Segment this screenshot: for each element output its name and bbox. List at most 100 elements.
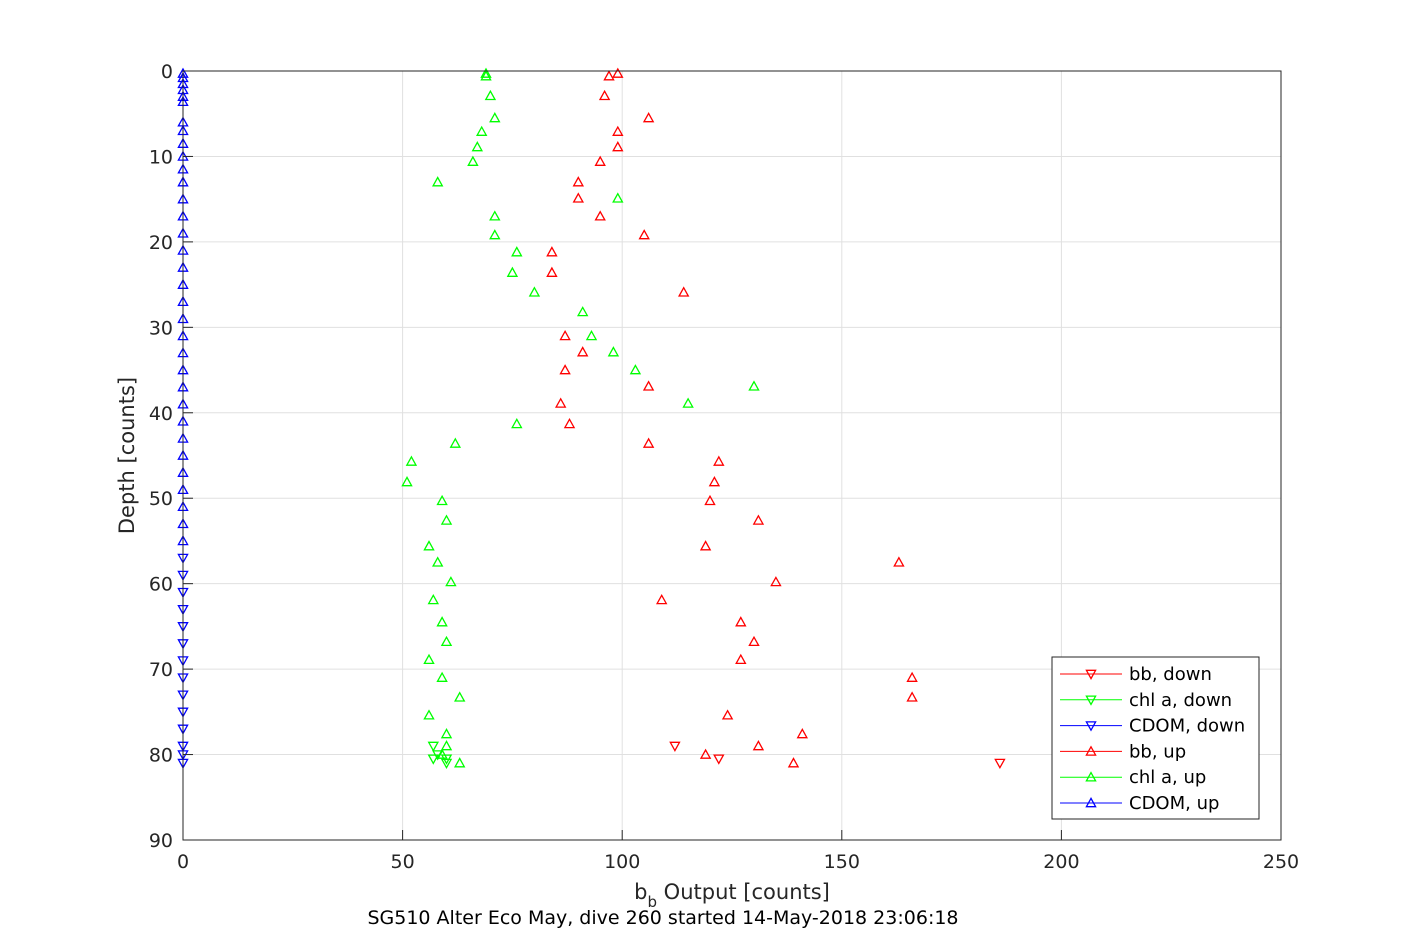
data-point: [594, 155, 606, 166]
y-tick-label: 10: [149, 146, 173, 168]
data-point: [906, 671, 918, 682]
y-tick-label: 30: [149, 317, 173, 339]
data-point: [546, 266, 558, 277]
data-point: [431, 556, 444, 567]
data-point: [893, 556, 905, 567]
data-point: [735, 616, 747, 627]
data-point: [642, 112, 655, 123]
data-point: [440, 728, 453, 739]
data-point: [677, 286, 690, 297]
x-tick-label: 50: [391, 851, 415, 873]
data-point: [506, 266, 519, 277]
legend-marker: [1085, 721, 1097, 732]
data-point: [440, 740, 453, 751]
data-point: [436, 616, 448, 627]
x-tick-label: 150: [824, 851, 860, 873]
data-point: [440, 635, 453, 647]
data-point: [449, 437, 462, 448]
legend-box: [1051, 656, 1260, 820]
data-point: [467, 155, 479, 166]
data-point: [431, 176, 444, 187]
data-point: [787, 757, 800, 768]
data-point: [576, 346, 589, 357]
data-point: [436, 748, 448, 759]
data-point: [445, 576, 457, 587]
data-point: [484, 89, 497, 101]
x-tick-label: 200: [1043, 851, 1079, 873]
x-tick-label: 250: [1263, 851, 1299, 873]
data-point: [752, 514, 765, 525]
data-point: [748, 635, 760, 647]
data-point: [401, 476, 413, 487]
data-point: [770, 576, 782, 587]
data-markers: [177, 67, 1006, 770]
data-point: [471, 141, 484, 152]
data-point: [489, 229, 501, 240]
data-point: [489, 112, 501, 123]
data-point: [546, 246, 558, 257]
y-tick-label: 20: [149, 232, 173, 254]
x-axis-label: bb Output [counts]: [634, 880, 830, 911]
data-point: [475, 125, 488, 136]
y-tick-label: 60: [149, 574, 173, 596]
data-point: [699, 748, 712, 759]
data-point: [423, 709, 435, 720]
data-point: [427, 593, 440, 605]
data-point: [572, 192, 585, 203]
series-3: [546, 67, 918, 768]
axis-ticks: 0 50 100 150 200 250 0 10 20 30 40 50 60 70 80 90: [149, 61, 1299, 873]
data-point: [669, 741, 681, 752]
data-point: [655, 593, 668, 605]
data-point: [752, 740, 765, 751]
y-tick-label: 70: [149, 659, 173, 681]
data-point: [453, 691, 466, 702]
data-point: [585, 329, 598, 341]
legend-entry: chl a, down: [1060, 690, 1232, 711]
legend-marker: [1085, 797, 1097, 808]
data-point: [704, 494, 716, 506]
data-point: [612, 192, 624, 203]
data-point: [440, 758, 453, 770]
data-point: [563, 417, 576, 429]
legend-label: bb, down: [1129, 664, 1212, 685]
legend-marker: [1085, 669, 1097, 680]
legend: bb, down chl a, down CDOM, down bb, up chl a…: [1051, 656, 1260, 820]
data-point: [427, 741, 440, 752]
data-point: [796, 728, 809, 739]
legend-entry: bb, down: [1060, 664, 1212, 685]
data-point: [699, 540, 712, 551]
data-point: [612, 67, 624, 78]
legend-label: CDOM, down: [1129, 716, 1245, 737]
legend-entry: bb, up: [1060, 741, 1186, 762]
data-point: [511, 417, 523, 429]
data-point: [612, 141, 624, 152]
data-point: [528, 286, 541, 297]
data-point: [554, 397, 567, 408]
y-tick-label: 80: [149, 745, 173, 767]
data-point: [427, 754, 440, 765]
data-point: [607, 346, 620, 357]
legend-label: bb, up: [1129, 741, 1186, 762]
data-point: [642, 437, 655, 448]
data-point: [906, 691, 918, 702]
data-point: [572, 176, 585, 187]
data-point: [423, 540, 435, 551]
legend-marker: [1085, 771, 1097, 782]
data-point: [405, 455, 418, 466]
data-point: [713, 455, 725, 466]
data-point: [453, 757, 466, 768]
data-point: [559, 364, 571, 375]
y-tick-label: 0: [161, 61, 173, 83]
data-point: [489, 210, 501, 221]
x-axis-label-rest: Output [counts]: [657, 880, 830, 904]
data-point: [721, 709, 734, 720]
data-point: [642, 380, 655, 391]
data-point: [480, 70, 492, 81]
data-point: [559, 329, 571, 341]
y-axis-label: Depth [counts]: [115, 377, 139, 534]
y-tick-label: 50: [149, 488, 173, 510]
legend-marker: [1085, 745, 1097, 756]
legend-label: chl a, up: [1129, 767, 1206, 788]
data-point: [440, 514, 453, 525]
